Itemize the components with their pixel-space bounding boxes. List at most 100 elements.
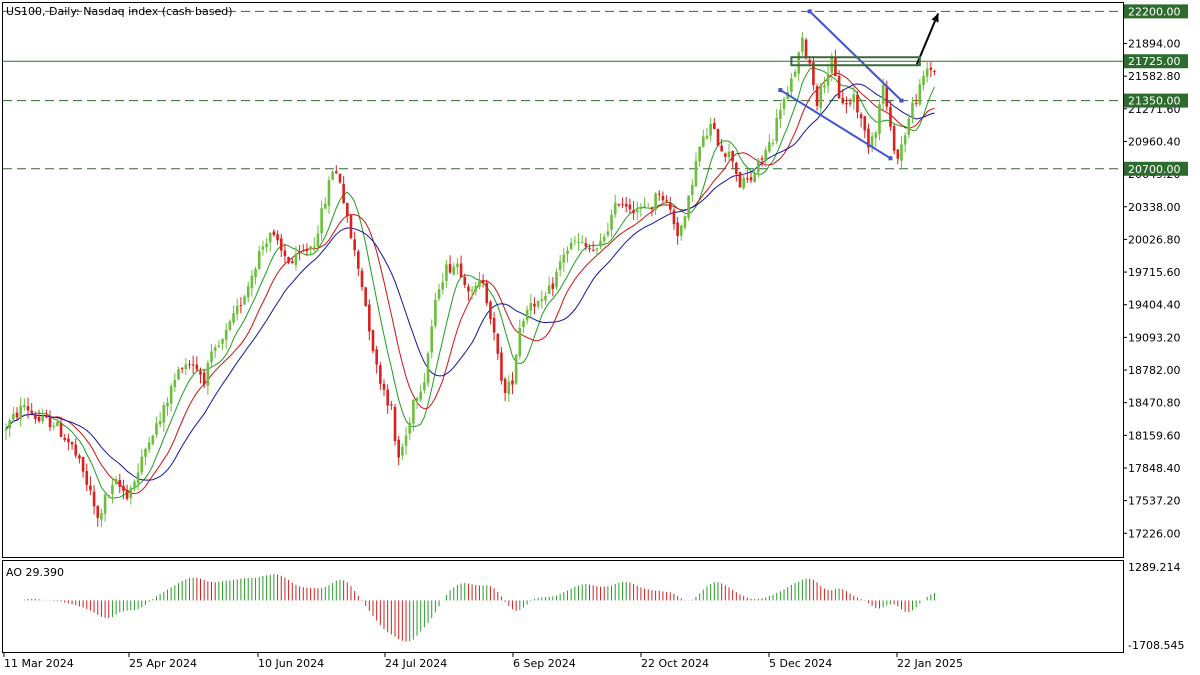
candle-body-up: [775, 117, 778, 142]
candle-body-up: [404, 435, 408, 446]
candle-body-down: [81, 456, 85, 472]
candle-body-up: [529, 302, 533, 311]
candle-body-down: [448, 264, 452, 273]
x-tick-label: 22 Oct 2024: [641, 657, 709, 670]
candle-body-down: [290, 261, 294, 264]
x-axis: 11 Mar 2024 25 Apr 2024 10 Jun 2024 24 Jul …: [3, 652, 963, 670]
candle-body-up: [599, 240, 602, 247]
candle-body-up: [874, 132, 878, 138]
candle-body-up: [246, 286, 250, 298]
candle-body-up: [540, 299, 544, 301]
candle-body-up: [268, 232, 272, 243]
candle-body-down: [375, 349, 378, 365]
y-tick-label: 18470.80: [1128, 397, 1181, 410]
candle-body-down: [92, 491, 96, 507]
candle-body-down: [841, 97, 845, 104]
level-label-box: [1124, 54, 1188, 69]
candle-body-down: [188, 364, 191, 366]
x-tick-label: 22 Jan 2025: [897, 657, 963, 670]
trend-line-anchor: [888, 156, 893, 161]
ao-indicator-label: AO 29.390: [6, 566, 64, 579]
candle-body-up: [903, 135, 907, 145]
candle-body-down: [386, 389, 389, 406]
y-axis: 21894.0021582.8021271.6020960.4020649.20…: [1123, 38, 1181, 540]
candle-body-down: [63, 437, 67, 440]
candle-body-down: [459, 263, 463, 278]
x-tick-label: 11 Mar 2024: [4, 657, 74, 670]
x-tick-label: 25 Apr 2024: [129, 657, 197, 670]
candle-body-up: [595, 248, 599, 250]
y-tick-label: 19715.60: [1128, 266, 1181, 279]
candle-body-up: [683, 216, 687, 228]
candle-body-down: [672, 210, 676, 225]
candle-body-up: [184, 364, 188, 369]
candle-body-up: [254, 268, 257, 278]
candle-body-down: [463, 276, 467, 285]
candle-body-down: [349, 215, 353, 239]
candle-body-up: [826, 74, 830, 86]
candle-body-up: [309, 246, 312, 250]
candle-body-up: [797, 52, 801, 74]
candle-body-down: [503, 378, 507, 393]
candle-body-down: [617, 204, 621, 206]
candle-body-down: [738, 172, 742, 188]
candle-body-up: [819, 85, 823, 108]
candle-body-up: [771, 143, 775, 145]
candle-body-down: [346, 203, 349, 217]
candle-body-up: [507, 381, 511, 394]
candle-body-down: [511, 380, 514, 385]
candle-body-down: [180, 368, 184, 370]
candle-body-down: [74, 444, 78, 456]
candle-body-up: [4, 429, 8, 431]
candle-body-up: [782, 98, 786, 109]
candle-body-down: [665, 200, 668, 202]
candle-body-up: [243, 296, 246, 305]
trend-line-anchor: [899, 98, 904, 103]
candle-body-down: [628, 204, 632, 210]
candle-body-up: [261, 246, 265, 250]
candle-body-up: [437, 289, 441, 299]
candle-body-up: [606, 231, 610, 236]
candle-body-down: [834, 57, 837, 77]
candle-body-down: [335, 171, 338, 174]
candle-body-down: [731, 151, 734, 162]
candle-body-up: [173, 380, 177, 388]
ao-max-label: 1289.214: [1128, 561, 1181, 574]
candle-body-up: [518, 328, 522, 357]
candle-body-down: [298, 251, 301, 253]
candle-body-down: [749, 177, 753, 181]
candle-body-down: [845, 103, 848, 105]
candle-body-down: [89, 485, 92, 491]
candle-body-up: [801, 37, 804, 52]
wedge-trend-line: [779, 89, 891, 160]
candle-body-up: [265, 243, 268, 248]
candle-body-up: [320, 208, 323, 234]
candle-body-down: [202, 372, 206, 385]
candle-body-down: [393, 406, 397, 442]
candle-body-down: [724, 153, 727, 157]
candle-body-up: [23, 405, 26, 408]
y-tick-label: 17537.20: [1128, 495, 1181, 508]
candle-body-up: [312, 246, 316, 248]
candle-body-down: [390, 404, 393, 406]
candle-body-up: [401, 446, 404, 456]
candle-body-up: [547, 285, 551, 295]
candle-body-down: [914, 102, 918, 104]
candle-body-up: [555, 271, 558, 288]
candle-body-up: [900, 144, 903, 161]
candle-body-down: [239, 305, 243, 307]
candle-body-down: [283, 250, 287, 257]
candle-body-down: [195, 364, 199, 370]
candle-body-up: [151, 435, 155, 445]
y-tick-label: 19093.20: [1128, 331, 1181, 344]
candle-body-up: [639, 207, 643, 209]
candle-body-down: [650, 207, 654, 209]
candle-body-down: [67, 438, 70, 443]
candle-body-down: [668, 202, 672, 210]
candle-body-up: [687, 195, 690, 218]
candle-body-down: [588, 248, 591, 250]
candle-body-down: [896, 149, 900, 159]
candle-body-down: [848, 102, 852, 104]
candle-body-up: [144, 448, 147, 457]
candle-body-up: [177, 369, 180, 380]
